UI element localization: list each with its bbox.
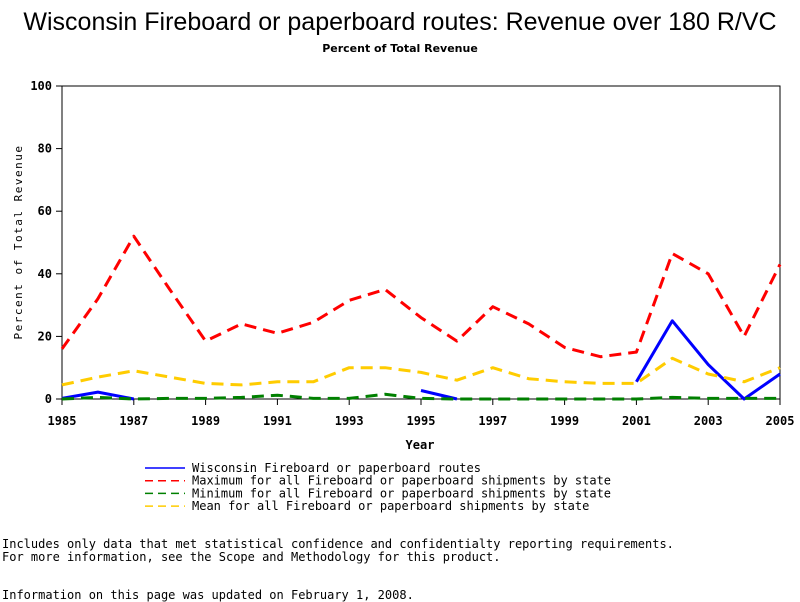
x-tick-label: 2001 — [622, 414, 651, 428]
x-tick-label: 1985 — [48, 414, 77, 428]
footnote-methodology: For more information, see the Scope and … — [2, 550, 501, 564]
legend-label-1: Maximum for all Fireboard or paperboard … — [192, 474, 611, 488]
y-tick-label: 60 — [38, 204, 52, 218]
x-tick-label: 1999 — [550, 414, 579, 428]
x-axis-label: Year — [406, 438, 435, 452]
series-line-0 — [635, 319, 781, 401]
y-tick-label: 40 — [38, 267, 52, 281]
x-tick-label: 1993 — [335, 414, 364, 428]
y-tick-label: 100 — [30, 79, 52, 93]
footnote-updated: Information on this page was updated on … — [2, 588, 414, 602]
x-tick-label: 1989 — [191, 414, 220, 428]
legend-label-0: Wisconsin Fireboard or paperboard routes — [192, 461, 481, 475]
y-axis: 0 20 40 60 80 100 — [30, 79, 62, 406]
x-axis: 1985 1987 1989 1991 1993 1995 1997 1999 2001 2003… — [48, 399, 795, 428]
series-line-3 — [61, 356, 781, 387]
x-tick-label: 1987 — [119, 414, 148, 428]
y-tick-label: 0 — [45, 392, 52, 406]
y-tick-label: 80 — [38, 142, 52, 156]
chart-title: Wisconsin Fireboard or paperboard routes… — [23, 8, 777, 36]
x-tick-label: 2005 — [766, 414, 795, 428]
series-line-2 — [61, 392, 780, 401]
series-line-1 — [60, 234, 782, 359]
legend-label-2: Minimum for all Fireboard or paperboard … — [192, 486, 611, 500]
x-tick-label: 1995 — [407, 414, 436, 428]
x-tick-label: 1997 — [478, 414, 507, 428]
legend-label-3: Mean for all Fireboard or paperboard shi… — [192, 499, 589, 513]
series-lines — [60, 234, 782, 401]
chart-subtitle: Percent of Total Revenue — [322, 42, 478, 55]
y-axis-label: Percent of Total Revenue — [12, 145, 25, 340]
x-tick-label: 2003 — [694, 414, 723, 428]
legend: Wisconsin Fireboard or paperboard routes… — [145, 461, 611, 513]
footnote-confidence: Includes only data that met statistical … — [2, 537, 674, 551]
series-line-0 — [61, 390, 135, 401]
plot-frame — [61, 85, 781, 400]
y-tick-label: 20 — [38, 329, 52, 343]
x-tick-label: 1991 — [263, 414, 292, 428]
